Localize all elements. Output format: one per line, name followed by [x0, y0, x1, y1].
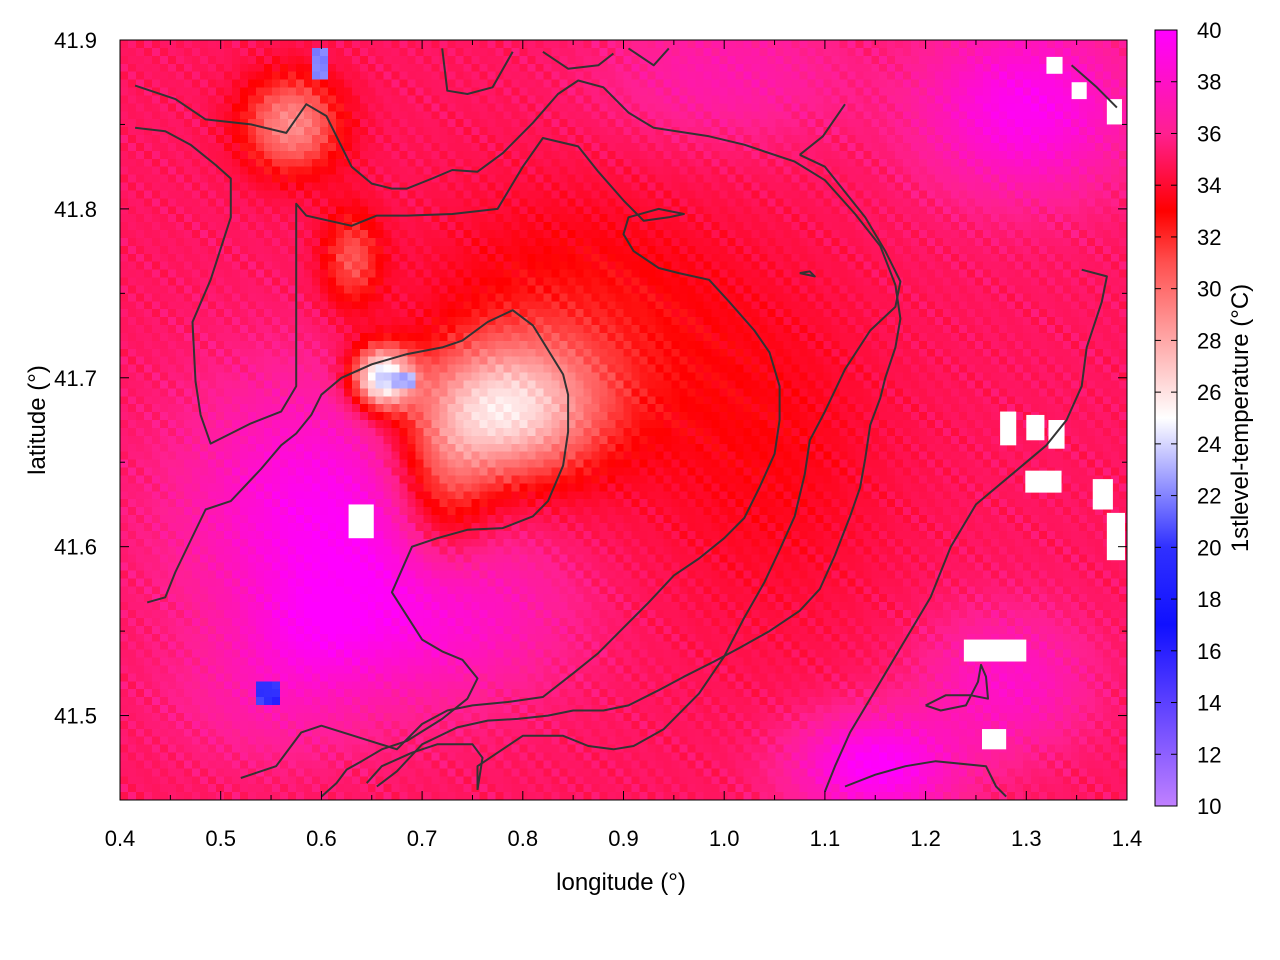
colorbar-tick-label: 30 — [1197, 277, 1221, 302]
y-tick-label: 41.9 — [54, 28, 97, 53]
colorbar-tick-label: 22 — [1197, 484, 1221, 509]
colorbar-tick-label: 28 — [1197, 328, 1221, 353]
x-tick-label: 0.4 — [105, 826, 136, 851]
x-tick-label: 1.0 — [709, 826, 740, 851]
x-tick-label: 1.2 — [910, 826, 941, 851]
contour-lines — [134, 47, 1118, 798]
colorbar-tick-label: 38 — [1197, 70, 1221, 95]
colorbar-tick-label: 12 — [1197, 742, 1221, 767]
x-tick-label: 0.9 — [608, 826, 639, 851]
x-axis: 0.4 0.5 0.6 0.7 0.8 0.9 1.0 1.1 1.2 1.3 1.4 — [105, 40, 1143, 851]
missing-data-patch — [348, 504, 374, 539]
contour-line — [1070, 64, 1118, 109]
colorbar-gradient — [1155, 30, 1177, 806]
missing-data-patch — [981, 729, 1007, 750]
colorbar-tick-label: 10 — [1197, 794, 1221, 819]
x-tick-label: 1.1 — [810, 826, 841, 851]
contour-line — [542, 50, 615, 70]
missing-data-patch — [1025, 470, 1062, 493]
colorbar-label: 1stlevel-temperature (°C) — [1227, 284, 1254, 552]
contour-line — [799, 270, 816, 278]
missing-data-patch — [1046, 56, 1063, 74]
missing-data-patch — [1092, 479, 1113, 510]
y-tick-label: 41.5 — [54, 704, 97, 729]
contour-line — [134, 126, 781, 779]
y-axis: 41.5 41.6 41.7 41.8 41.9 — [54, 28, 1127, 801]
contour-line — [799, 103, 846, 156]
colorbar-tick-label: 40 — [1197, 18, 1221, 43]
plot-area — [120, 40, 1127, 800]
y-tick-label: 41.7 — [54, 366, 97, 391]
contour-line — [134, 79, 902, 788]
colorbar-ticks: 10 12 14 16 18 20 22 24 26 28 30 32 34 36 38 40 — [1155, 18, 1221, 819]
missing-data-patch — [1026, 414, 1045, 441]
contour-line — [441, 48, 514, 95]
contour-line — [627, 47, 670, 67]
contour-line — [925, 663, 989, 712]
y-axis-label: latitude (°) — [24, 365, 51, 475]
colorbar-tick-label: 20 — [1197, 535, 1221, 560]
x-tick-label: 0.8 — [508, 826, 539, 851]
colorbar-tick-label: 26 — [1197, 380, 1221, 405]
colorbar-tick-label: 32 — [1197, 225, 1221, 250]
colorbar-tick-label: 34 — [1197, 173, 1221, 198]
x-tick-label: 0.7 — [407, 826, 438, 851]
x-axis-label: longitude (°) — [556, 869, 686, 896]
colorbar-tick-label: 18 — [1197, 587, 1221, 612]
missing-data-patch — [963, 639, 1027, 662]
missing-data-patch — [1106, 99, 1122, 125]
contour-line — [476, 153, 902, 790]
missing-data-patch — [1071, 82, 1087, 100]
colorbar-tick-label: 14 — [1197, 691, 1221, 716]
colorbar: 10 12 14 16 18 20 22 24 26 28 30 32 34 36 38 40 1stleve… — [1154, 18, 1254, 819]
colorbar-tick-label: 36 — [1197, 121, 1221, 146]
x-tick-label: 0.6 — [306, 826, 337, 851]
colorbar-tick-label: 24 — [1197, 432, 1221, 457]
missing-data-patch — [1000, 411, 1017, 446]
x-tick-label: 0.5 — [205, 826, 236, 851]
colorbar-tick-label: 16 — [1197, 639, 1221, 664]
contour-line — [365, 743, 484, 791]
contour-line — [146, 309, 570, 798]
missing-data-patch — [1106, 512, 1125, 561]
contour-line — [823, 268, 1108, 792]
x-tick-label: 1.3 — [1011, 826, 1042, 851]
x-tick-label: 1.4 — [1112, 826, 1143, 851]
colorbar-frame — [1154, 29, 1178, 807]
contour-line — [844, 760, 1007, 798]
y-tick-label: 41.8 — [54, 197, 97, 222]
y-tick-label: 41.6 — [54, 535, 97, 560]
temperature-field — [120, 40, 1127, 800]
